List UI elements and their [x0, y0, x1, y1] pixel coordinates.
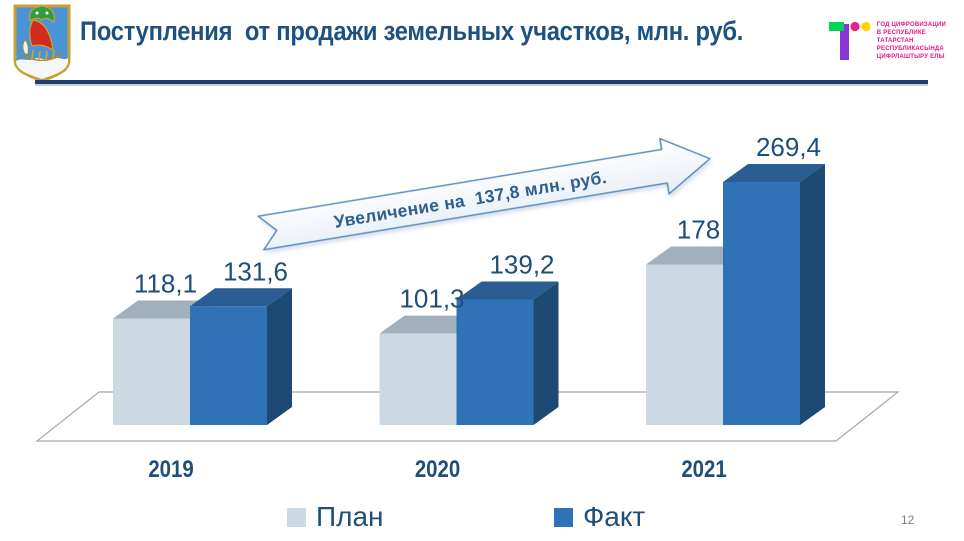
value-labels-group: 118,1 131,6 101,3 139,2 178 269,4	[134, 132, 821, 314]
legend-label-fact: Факт	[583, 501, 646, 532]
legend-label-plan: План	[316, 501, 384, 532]
sail	[29, 19, 54, 52]
bar-top-План-2019	[113, 300, 215, 319]
category-label-2019: 2019	[148, 455, 193, 482]
bars-group	[113, 164, 825, 425]
prow	[22, 39, 29, 55]
bar-top-Факт-2019	[190, 288, 292, 307]
crown	[29, 5, 55, 24]
category-label-2021: 2021	[681, 455, 726, 482]
header-divider	[35, 80, 928, 84]
bar-front-План-2020	[379, 333, 457, 425]
legend-item-plan: План	[287, 501, 384, 532]
bar-top-Факт-2020	[456, 281, 559, 300]
legend-item-fact: Факт	[554, 501, 646, 532]
value-label-План-2020: 101,3	[399, 284, 464, 314]
page-title: Поступления от продажи земельных участко…	[80, 16, 744, 46]
bar-top-План-2021	[646, 246, 748, 265]
increase-arrow: Увеличение на 137,8 млн. руб.	[257, 137, 711, 251]
value-label-План-2019: 118,1	[134, 268, 197, 298]
crown-dot	[45, 11, 49, 15]
waves	[16, 58, 68, 79]
value-label-Факт-2020: 139,2	[489, 249, 554, 279]
bar-top-План-2020	[379, 315, 482, 334]
category-label-2020: 2020	[415, 455, 460, 482]
bar-front-План-2021	[646, 264, 723, 425]
value-label-Факт-2019: 131,6	[223, 256, 288, 286]
legend-swatch-plan	[287, 507, 306, 527]
coat-of-arms-icon	[13, 4, 71, 83]
value-label-Факт-2021: 269,4	[756, 132, 821, 162]
logo-text: ГОД ЦИФРОВИЗАЦИИ В РЕСПУБЛИКЕ ТАТАРСТАН …	[877, 22, 946, 62]
bar-side-Факт-2021	[800, 164, 825, 425]
page-number: 12	[901, 513, 915, 527]
bar-side-Факт-2019	[267, 288, 292, 425]
bar-front-Факт-2021	[723, 182, 800, 425]
t-mark-icon	[828, 21, 871, 60]
value-label-План-2021: 178	[677, 214, 720, 244]
logo-text-line: ТАТАРСТАН	[876, 37, 914, 44]
boat-hull	[21, 52, 63, 61]
increase-arrow-shape	[257, 137, 711, 251]
logo-text-line: РЕСПУБЛИКАСЫНДА	[876, 45, 944, 52]
logo-text-line: ГОД ЦИФРОВИЗАЦИИ	[876, 22, 946, 28]
bar-side-Факт-2020	[533, 281, 559, 425]
crown-dot	[35, 11, 39, 15]
category-labels-group: 2019 2020 2021	[148, 455, 726, 482]
digitalization-logo: ГОД ЦИФРОВИЗАЦИИ В РЕСПУБЛИКЕ ТАТАРСТАН …	[828, 18, 946, 64]
bar-front-План-2019	[113, 318, 190, 425]
logo-text-line: В РЕСПУБЛИКЕ	[876, 29, 926, 36]
bar-top-Факт-2021	[723, 164, 825, 183]
legend-swatch-fact	[554, 507, 573, 527]
oars	[31, 49, 55, 61]
bar-front-Факт-2019	[190, 306, 267, 425]
bar-front-Факт-2020	[456, 299, 534, 425]
logo-text-line: ЦИФРЛАШТЫРУ ЕЛЫ	[876, 53, 945, 60]
